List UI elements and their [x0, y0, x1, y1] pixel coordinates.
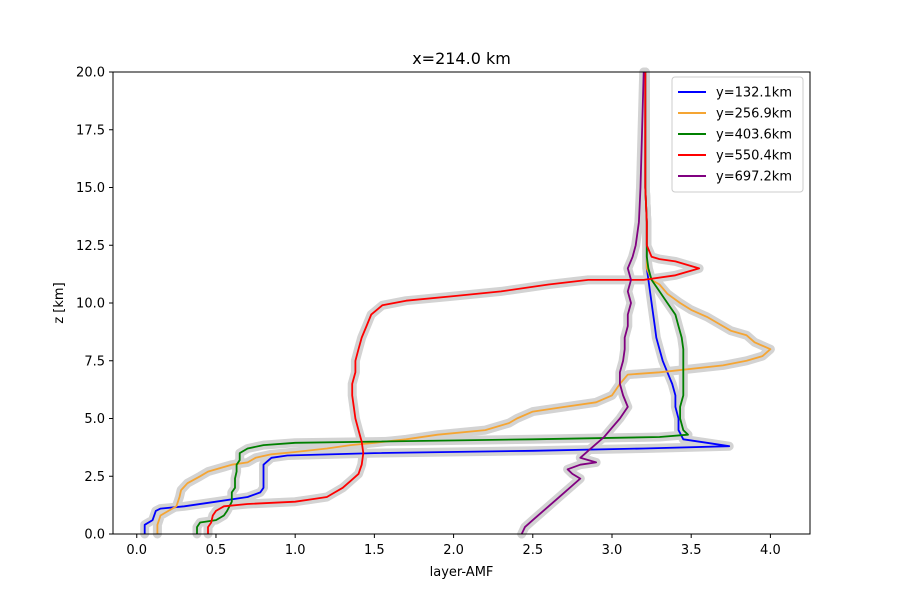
series-band-3	[203, 67, 704, 539]
legend-label: y=132.1km	[716, 86, 792, 101]
legend-label: y=550.4km	[716, 149, 792, 164]
y-tick-label: 15.0	[76, 181, 105, 196]
series-band-2	[192, 67, 693, 539]
y-tick-label: 2.5	[84, 470, 105, 485]
series-line-1	[156, 72, 772, 534]
x-tick-label: 0.0	[126, 543, 147, 558]
x-tick-label: 2.5	[522, 543, 543, 558]
chart-title: x=214.0 km	[412, 49, 511, 68]
y-tick-label: 5.0	[84, 412, 105, 427]
x-tick-label: 4.0	[760, 543, 781, 558]
y-tick-label: 17.5	[76, 123, 105, 138]
series-line-4	[520, 71, 645, 535]
series-lines	[143, 71, 772, 535]
legend-label: y=697.2km	[716, 170, 792, 185]
x-tick-label: 2.0	[443, 543, 464, 558]
legend: y=132.1km y=256.9km y=403.6km y=550.4km y=69…	[671, 76, 804, 193]
x-tick-label: 1.5	[364, 543, 385, 558]
legend-label: y=256.9km	[716, 107, 792, 122]
x-axis-label: layer-AMF	[430, 565, 494, 580]
y-tick-label: 10.0	[76, 297, 105, 312]
y-tick-label: 7.5	[84, 354, 105, 369]
y-axis-label: z [km]	[52, 282, 67, 323]
x-tick-label: 1.0	[285, 543, 306, 558]
y-axis-ticks: 0.0 2.5 5.0 7.5 10.0 12.5 15.0 17.5 20.0	[76, 66, 113, 543]
y-tick-label: 12.5	[76, 239, 105, 254]
series-line-3	[207, 72, 700, 534]
y-tick-label: 0.0	[84, 528, 105, 543]
series-line-2	[196, 72, 689, 534]
x-axis-ticks: 0.0 0.5 1.0 1.5 2.0 2.5 3.0 3.5 4.0	[126, 534, 781, 558]
x-tick-label: 3.5	[681, 543, 702, 558]
x-tick-label: 0.5	[206, 543, 227, 558]
y-tick-label: 20.0	[76, 66, 105, 81]
legend-box	[671, 76, 804, 193]
legend-label: y=403.6km	[716, 128, 792, 143]
x-tick-label: 3.0	[602, 543, 623, 558]
